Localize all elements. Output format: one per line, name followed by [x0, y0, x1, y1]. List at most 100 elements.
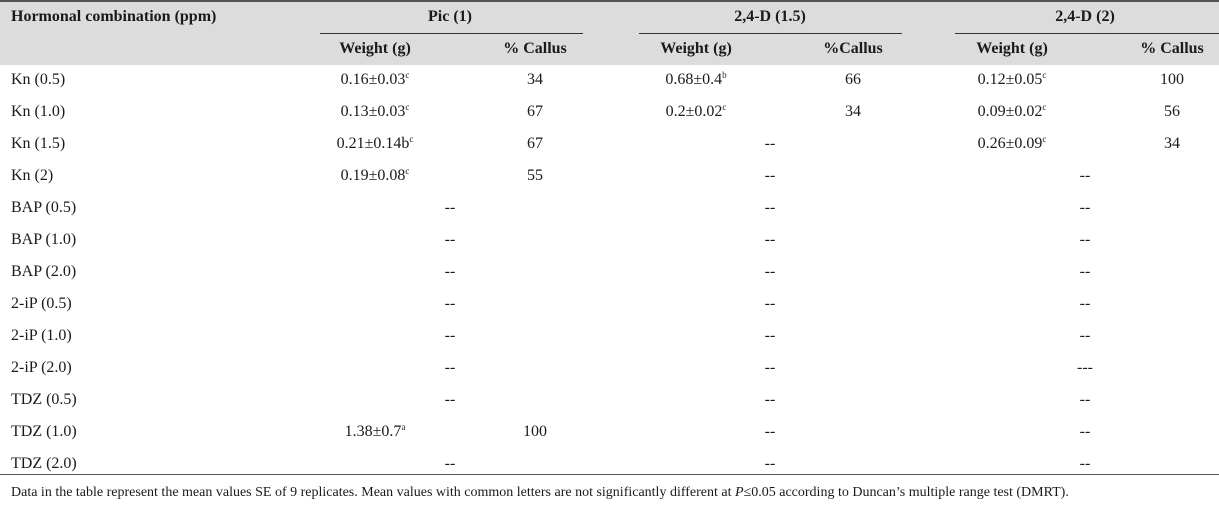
callus-percent-cell: 34 [527, 71, 543, 88]
empty-cell-dash: -- [764, 295, 776, 312]
empty-cell-dash: -- [1079, 327, 1091, 344]
footnote-text-end: ≤0.05 according to Duncan’s multiple ran… [743, 485, 1069, 500]
callus-percent-cell: 100 [1160, 71, 1184, 88]
row-label: 2-iP (1.0) [11, 327, 72, 344]
empty-cell-dash: -- [764, 359, 776, 376]
empty-cell-dash: -- [764, 327, 776, 344]
table-row: BAP (2.0) -- -- -- [0, 257, 1219, 289]
weight-value: 1.38±0.7 [344, 423, 402, 440]
weight-cell: 0.09±0.02c [977, 102, 1047, 121]
weight-value: 0.26±0.09 [977, 135, 1043, 152]
significance-letter: a [401, 422, 406, 432]
table-row: 2-iP (0.5) -- -- -- [0, 289, 1219, 321]
table-row: Kn (2) 0.19±0.08c 55 -- -- [0, 161, 1219, 193]
significance-letter: c [405, 70, 410, 80]
empty-cell-dash: --- [1077, 359, 1093, 376]
empty-cell-dash: -- [1079, 295, 1091, 312]
group-rule-24d-1-5 [639, 33, 902, 34]
weight-value: 0.68±0.4 [665, 71, 723, 88]
callus-percent-cell: 34 [845, 103, 861, 120]
weight-cell: 0.21±0.14bc [336, 134, 414, 153]
row-label: TDZ (0.5) [11, 391, 77, 408]
callus-percent-cell: 67 [527, 135, 543, 152]
weight-value: 0.12±0.05 [977, 71, 1043, 88]
subheader-callus: % Callus [503, 40, 567, 57]
weight-cell: 0.68±0.4b [665, 70, 727, 89]
row-label: Kn (1.0) [11, 103, 66, 120]
empty-cell-dash: -- [764, 231, 776, 248]
empty-cell-dash: -- [444, 455, 456, 472]
row-label: Kn (1.5) [11, 135, 66, 152]
significance-letter: c [1042, 102, 1047, 112]
empty-cell-dash: -- [1079, 391, 1091, 408]
weight-cell: 0.13±0.03c [340, 102, 410, 121]
significance-letter: c [405, 102, 410, 112]
significance-letter: c [1042, 70, 1047, 80]
empty-cell-dash: -- [1079, 455, 1091, 472]
empty-cell-dash: -- [764, 135, 776, 152]
row-label: BAP (1.0) [11, 231, 77, 248]
table-row: TDZ (2.0) -- -- -- [0, 449, 1219, 481]
footnote-p-symbol: P [735, 485, 744, 500]
empty-cell-dash: -- [764, 423, 776, 440]
row-label: TDZ (1.0) [11, 423, 77, 440]
empty-cell-dash: -- [444, 391, 456, 408]
empty-cell-dash: -- [444, 263, 456, 280]
row-label: 2-iP (2.0) [11, 359, 72, 376]
table-row: 2-iP (2.0) -- -- --- [0, 353, 1219, 385]
weight-value: 0.16±0.03 [340, 71, 406, 88]
table-row: 2-iP (1.0) -- -- -- [0, 321, 1219, 353]
weight-cell: 0.16±0.03c [340, 70, 410, 89]
weight-cell: 0.2±0.02c [665, 102, 727, 121]
callus-percent-cell: 67 [527, 103, 543, 120]
empty-cell-dash: -- [1079, 167, 1091, 184]
weight-value: 0.13±0.03 [340, 103, 406, 120]
row-label-header: Hormonal combination (ppm) [11, 8, 217, 25]
row-label: Kn (0.5) [11, 71, 66, 88]
significance-letter: c [409, 134, 414, 144]
row-label: Kn (2) [11, 167, 54, 184]
table-header: Hormonal combination (ppm) Pic (1) 2,4-D… [0, 0, 1219, 65]
row-label: BAP (0.5) [11, 199, 77, 216]
group-rule-24d-2 [955, 33, 1219, 34]
group-header-24d-2: 2,4-D (2) [1055, 8, 1115, 25]
significance-letter: c [405, 166, 410, 176]
bottom-rule [0, 474, 1219, 475]
subheader-weight: Weight (g) [339, 40, 411, 57]
significance-letter: b [722, 70, 727, 80]
weight-value: 0.09±0.02 [977, 103, 1043, 120]
weight-cell: 1.38±0.7a [344, 422, 406, 441]
significance-letter: c [722, 102, 727, 112]
empty-cell-dash: -- [444, 231, 456, 248]
subheader-weight: Weight (g) [660, 40, 732, 57]
top-rule [0, 0, 1219, 2]
table-footnote: Data in the table represent the mean val… [11, 483, 1211, 502]
group-header-24d-1-5: 2,4-D (1.5) [734, 8, 806, 25]
empty-cell-dash: -- [764, 391, 776, 408]
empty-cell-dash: -- [1079, 263, 1091, 280]
group-header-pic: Pic (1) [428, 8, 472, 25]
weight-value: 0.19±0.08 [340, 167, 406, 184]
significance-letter: c [1042, 134, 1047, 144]
empty-cell-dash: -- [444, 295, 456, 312]
empty-cell-dash: -- [764, 199, 776, 216]
callus-percent-cell: 55 [527, 167, 543, 184]
subheader-callus: %Callus [823, 40, 883, 57]
empty-cell-dash: -- [1079, 231, 1091, 248]
weight-value: 0.2±0.02 [665, 103, 723, 120]
empty-cell-dash: -- [1079, 199, 1091, 216]
table-row: TDZ (0.5) -- -- -- [0, 385, 1219, 417]
empty-cell-dash: -- [1079, 423, 1091, 440]
empty-cell-dash: -- [764, 167, 776, 184]
table-row: Kn (0.5) 0.16±0.03c 34 0.68±0.4b 66 0.12±0.05… [0, 65, 1219, 97]
group-rule-pic [320, 33, 583, 34]
table-row: Kn (1.5) 0.21±0.14bc 67 -- 0.26±0.09c 34 [0, 129, 1219, 161]
weight-cell: 0.19±0.08c [340, 166, 410, 185]
footnote-text: Data in the table represent the mean val… [11, 485, 735, 500]
weight-cell: 0.26±0.09c [977, 134, 1047, 153]
subheader-callus: % Callus [1140, 40, 1204, 57]
weight-value: 0.21±0.14b [336, 135, 410, 152]
empty-cell-dash: -- [764, 455, 776, 472]
weight-cell: 0.12±0.05c [977, 70, 1047, 89]
